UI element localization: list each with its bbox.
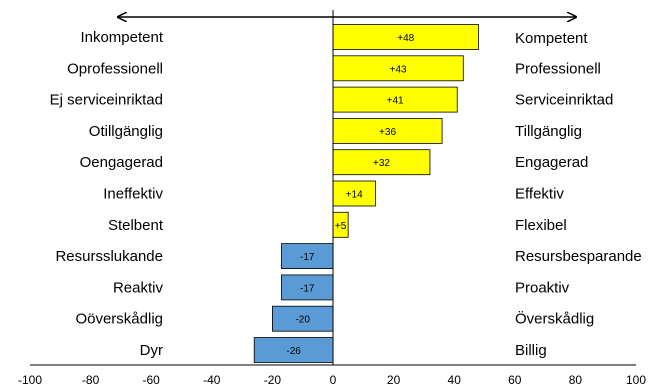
- left-category-label: Dyr: [140, 342, 163, 359]
- bar-tillgänglig: [332, 118, 443, 144]
- right-labels-group: Kompetent Professionell Serviceinriktad Til…: [515, 30, 642, 359]
- left-category-label: Ineffektiv: [103, 186, 163, 203]
- left-labels-group: Inkompetent Oprofessionell Ej serviceinrik…: [50, 29, 164, 359]
- x-tick-labels-group: -100 -80 -60 -40 -20 0 20 40 60 80 100: [18, 373, 646, 387]
- bar-value-label: -26: [286, 346, 301, 357]
- bar-value-label: +41: [387, 96, 404, 107]
- bar-billig: [253, 337, 334, 363]
- right-category-label: Tillgänglig: [515, 123, 582, 140]
- left-category-label: Oöverskådlig: [75, 311, 163, 328]
- x-tick-label: 20: [387, 373, 401, 387]
- bar-value-label: +14: [346, 190, 363, 201]
- left-category-label: Inkompetent: [80, 29, 163, 46]
- left-category-label: Otillgänglig: [89, 123, 163, 140]
- x-tick-label: -40: [203, 373, 221, 387]
- right-category-label: Kompetent: [515, 30, 588, 47]
- right-category-label: Resursbesparande: [515, 248, 642, 265]
- bar-value-label: +36: [379, 127, 396, 138]
- right-category-label: Flexibel: [515, 217, 567, 234]
- left-category-label: Stelbent: [108, 217, 164, 234]
- right-category-label: Engagerad: [515, 154, 588, 171]
- value-labels-group: +48 +43 +41 +36 +32 +14 +5 -17 -17 -20 -26: [286, 33, 414, 357]
- x-tick-label: -60: [143, 373, 161, 387]
- bar-value-label: -17: [300, 283, 315, 294]
- right-category-label: Proaktiv: [515, 279, 570, 296]
- bar-value-label: -20: [295, 315, 310, 326]
- x-tick-label: 40: [448, 373, 462, 387]
- left-category-label: Oengagerad: [80, 154, 163, 171]
- left-category-label: Ej serviceinriktad: [50, 92, 163, 109]
- bar-value-label: +5: [335, 221, 347, 232]
- right-category-label: Effektiv: [515, 186, 564, 203]
- left-category-label: Reaktiv: [113, 279, 164, 296]
- right-category-label: Serviceinriktad: [515, 92, 613, 109]
- left-category-label: Resursslukande: [55, 248, 163, 265]
- bar-överskådlig: [271, 305, 334, 332]
- x-tick-label: -80: [82, 373, 100, 387]
- x-tick-label: 0: [330, 373, 337, 387]
- x-tick-label: 60: [508, 373, 522, 387]
- bar-professionell: [332, 55, 464, 82]
- right-category-label: Överskådlig: [515, 310, 594, 328]
- bar-kompetent: [332, 24, 479, 50]
- bar-value-label: +48: [397, 33, 414, 44]
- bars-group: [253, 24, 479, 363]
- bar-value-label: +43: [390, 64, 407, 75]
- x-tick-label: 80: [569, 373, 583, 387]
- x-tick-label: 100: [626, 373, 646, 387]
- x-tick-label: -20: [264, 373, 282, 387]
- bar-serviceinriktad: [332, 86, 458, 113]
- x-tick-label: -100: [18, 373, 42, 387]
- right-category-label: Billig: [515, 342, 547, 359]
- left-category-label: Oprofessionell: [67, 60, 163, 77]
- bar-effektiv: [332, 180, 376, 207]
- right-category-label: Professionell: [515, 60, 601, 77]
- bar-value-label: +32: [373, 158, 390, 169]
- bar-value-label: -17: [300, 252, 315, 263]
